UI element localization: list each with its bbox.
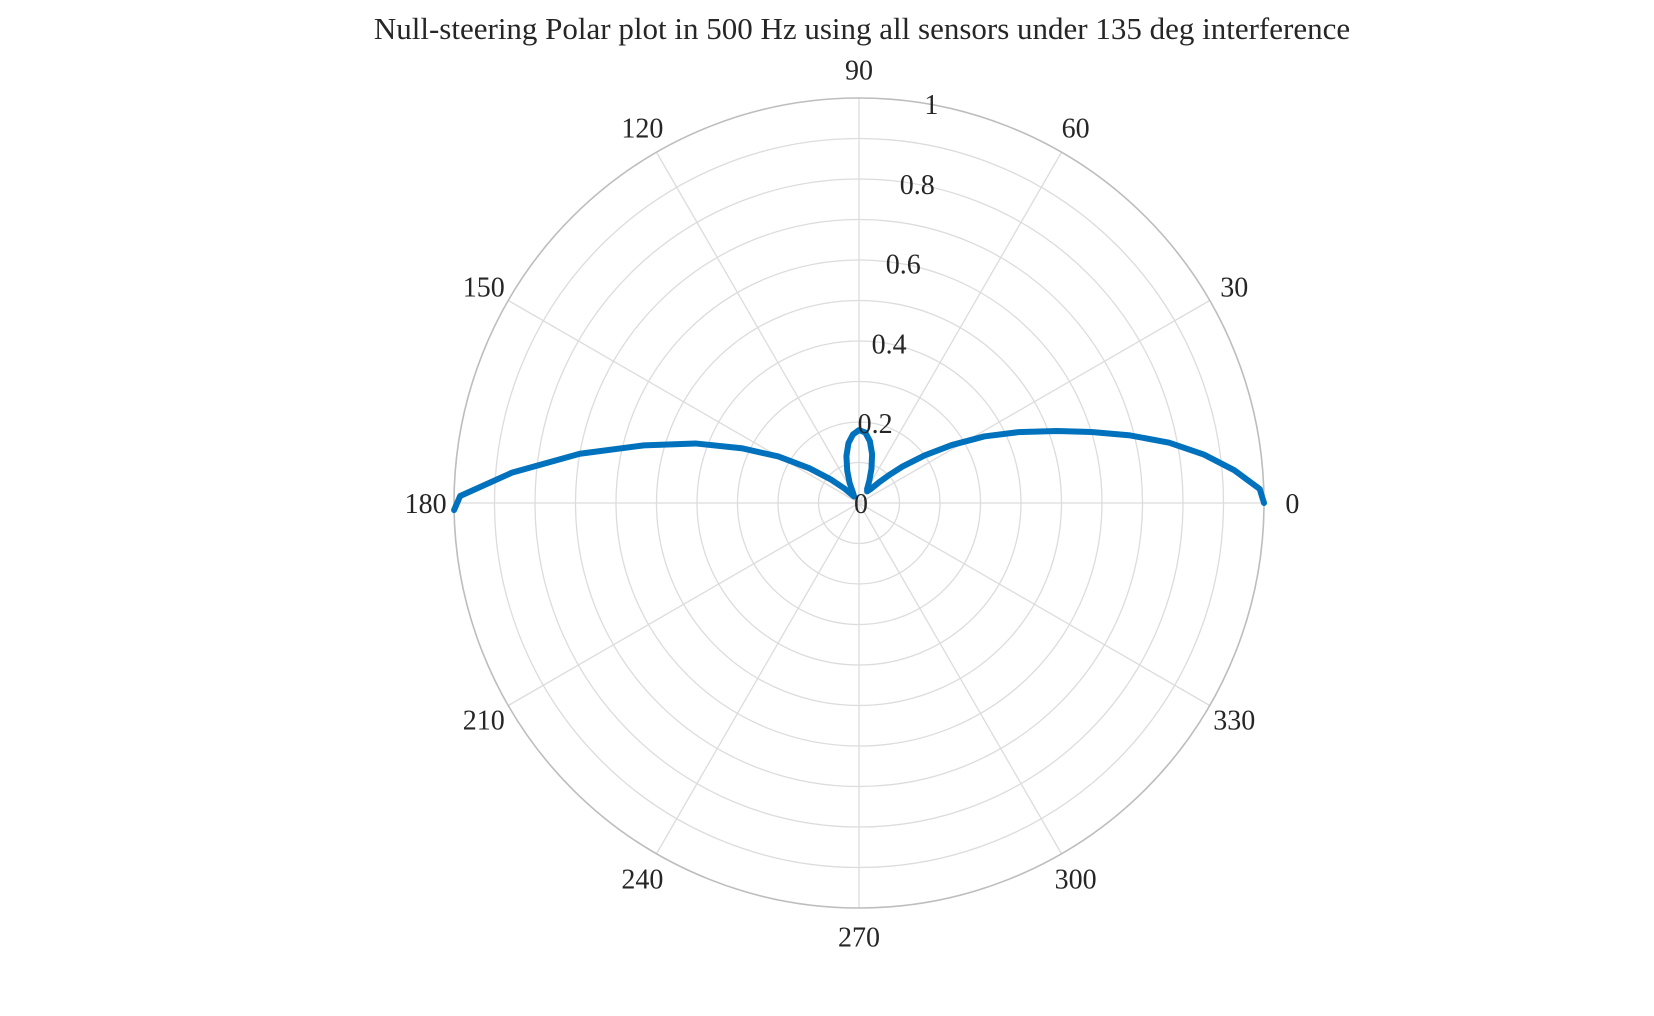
angle-tick-label: 210: [463, 706, 505, 737]
grid-ring: [777, 421, 941, 585]
angle-tick-label: 270: [838, 922, 880, 953]
angle-tick-label: 330: [1213, 706, 1255, 737]
angle-tick-label: 120: [621, 114, 663, 145]
chart-title: Null-steering Polar plot in 500 Hz using…: [374, 11, 1350, 46]
radial-tick-label: 0.4: [872, 329, 907, 360]
angle-tick-label: 300: [1055, 864, 1097, 895]
grid-ring: [696, 340, 1022, 666]
angle-tick-label: 150: [463, 272, 505, 303]
angular-tick-labels: 0 30 60 90 120 150 180 210 240 270 300 330: [405, 56, 1300, 954]
grid-ring: [736, 380, 982, 626]
series-line-0: [451, 427, 1267, 514]
angle-tick-label: 90: [845, 56, 873, 87]
grid-ring: [817, 461, 901, 545]
grid-ring: [655, 299, 1063, 707]
grid-ring: [615, 259, 1103, 747]
radial-tick-labels: 0 0.2 0.4 0.6 0.8 1: [854, 90, 938, 520]
radial-tick-label: 0.8: [900, 170, 935, 201]
angle-tick-label: 180: [405, 489, 447, 520]
angle-tick-label: 30: [1220, 272, 1248, 303]
radial-tick-label: 1: [924, 90, 938, 121]
angle-tick-label: 60: [1062, 114, 1090, 145]
grid-ring: [574, 218, 1144, 788]
grid-ring: [493, 137, 1225, 869]
series-layer: [451, 427, 1267, 514]
radial-tick-label: 0: [854, 489, 868, 520]
radial-tick-label: 0.2: [858, 409, 893, 440]
angle-tick-label: 0: [1285, 489, 1299, 520]
grid-ring: [534, 178, 1184, 828]
radial-tick-label: 0.6: [886, 250, 921, 281]
angle-tick-label: 240: [621, 864, 663, 895]
